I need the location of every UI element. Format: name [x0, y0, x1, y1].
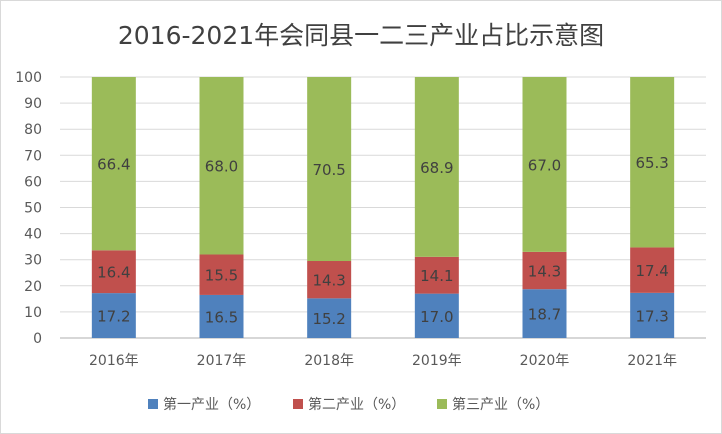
data-label: 14.3: [528, 263, 561, 281]
legend-label: 第三产业（%）: [452, 396, 549, 413]
x-axis-ticks: 2016年 2017年 2018年 2019年 2020年 2021年: [89, 353, 677, 369]
y-tick-label: 20: [24, 279, 42, 295]
bar-segment: [199, 77, 244, 255]
x-tick-label: 2019年: [412, 353, 462, 369]
y-axis-ticks: 0 10 20 30 40 50 60 70 80 90 100: [15, 70, 42, 347]
data-label: 67.0: [528, 156, 561, 174]
x-tick-label: 2018年: [304, 353, 354, 369]
y-tick-label: 60: [24, 174, 42, 190]
y-tick-label: 70: [24, 148, 42, 164]
data-label: 16.4: [97, 264, 130, 282]
legend: 第一产业（%） 第二产业（%） 第三产业（%）: [148, 396, 549, 413]
bar-segment: [630, 77, 675, 248]
legend-label: 第二产业（%）: [308, 396, 405, 413]
y-tick-label: 0: [33, 331, 42, 347]
x-tick-label: 2020年: [520, 353, 570, 369]
bar-segment: [522, 77, 567, 252]
chart-title: 2016-2021年会同县一二三产业占比示意图: [118, 21, 604, 50]
legend-label: 第一产业（%）: [163, 396, 260, 413]
data-label: 70.5: [312, 161, 345, 179]
data-label: 17.4: [635, 262, 668, 280]
data-label: 68.0: [205, 158, 238, 176]
data-label: 15.2: [312, 310, 345, 328]
bar-segment: [522, 289, 567, 338]
bar-segment: [522, 251, 567, 290]
data-label: 18.7: [528, 306, 561, 324]
data-label: 17.2: [97, 308, 130, 326]
data-label: 65.3: [635, 154, 668, 172]
data-label: 66.4: [97, 156, 130, 174]
bar-segment: [307, 77, 352, 262]
bar-segment: [414, 77, 459, 257]
gridlines: [60, 76, 706, 339]
x-tick-label: 2017年: [197, 353, 247, 369]
y-tick-label: 10: [24, 305, 42, 321]
bar-segment: [630, 292, 675, 338]
bar-segment: [91, 77, 136, 251]
data-label: 14.3: [312, 272, 345, 290]
bar-segment: [307, 298, 352, 338]
bar-segment: [199, 294, 244, 338]
data-label: 15.5: [205, 267, 238, 285]
y-tick-label: 90: [24, 96, 42, 112]
bars: 17.2 16.4 66.4 16.5 15.5 68.0 15.2 14.3 70.5 17.0…: [91, 77, 675, 338]
y-tick-label: 80: [24, 122, 42, 138]
y-tick-label: 30: [24, 253, 42, 269]
bar-segment: [630, 247, 675, 293]
bar-segment: [91, 293, 136, 338]
bar-segment: [307, 261, 352, 299]
y-tick-label: 40: [24, 227, 42, 243]
legend-swatch: [148, 399, 158, 409]
data-label: 17.0: [420, 308, 453, 326]
data-label: 68.9: [420, 159, 453, 177]
bar-segment: [414, 256, 459, 294]
bar-segment: [199, 254, 244, 295]
legend-swatch: [437, 399, 447, 409]
x-tick-label: 2021年: [627, 353, 677, 369]
legend-swatch: [293, 399, 303, 409]
x-tick-label: 2016年: [89, 353, 139, 369]
y-tick-label: 100: [15, 70, 42, 86]
data-label: 14.1: [420, 267, 453, 285]
bar-segment: [91, 250, 136, 294]
data-label: 16.5: [205, 308, 238, 326]
data-label: 17.3: [635, 307, 668, 325]
bar-segment: [414, 293, 459, 338]
y-tick-label: 50: [24, 201, 42, 217]
